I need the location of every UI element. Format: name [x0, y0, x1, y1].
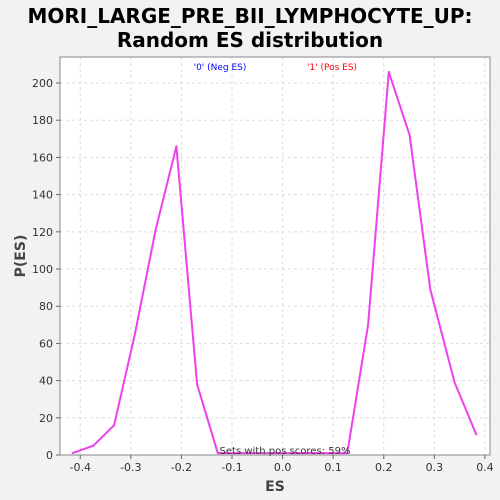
x-tick-label: 0.3 [426, 461, 444, 474]
data-point [175, 145, 178, 148]
data-point [367, 323, 370, 326]
data-point [133, 333, 136, 336]
y-tick-label: 120 [32, 226, 53, 239]
y-tick-label: 80 [39, 300, 53, 313]
y-tick-label: 180 [32, 114, 53, 127]
data-point [429, 288, 432, 291]
y-tick-label: 100 [32, 263, 53, 276]
data-point [387, 70, 390, 73]
data-point [113, 424, 116, 427]
y-axis-label: P(ES) [13, 235, 29, 278]
y-tick-label: 20 [39, 412, 53, 425]
annotation-pos-scores: Sets with pos scores: 59% [220, 446, 351, 457]
y-tick-label: 40 [39, 375, 53, 388]
data-point [196, 383, 199, 386]
data-point [475, 433, 478, 436]
plot-background [60, 57, 490, 455]
legend-entry: '1' (Pos ES) [307, 63, 357, 73]
x-tick-label: 0.1 [324, 461, 342, 474]
data-point [154, 228, 157, 231]
y-tick-label: 140 [32, 189, 53, 202]
data-point [453, 381, 456, 384]
x-axis-label: ES [265, 479, 285, 495]
data-point [71, 452, 74, 455]
y-tick-label: 200 [32, 77, 53, 90]
x-tick-label: 0.0 [274, 461, 292, 474]
data-point [346, 452, 349, 455]
data-point [408, 134, 411, 137]
x-tick-label: -0.3 [120, 461, 141, 474]
chart-title-line-1: MORI_LARGE_PRE_BII_LYMPHOCYTE_UP: [27, 4, 473, 28]
plot-frame [59, 56, 491, 456]
y-tick-label: 60 [39, 337, 53, 350]
x-tick-label: 0.2 [375, 461, 393, 474]
x-tick-label: -0.2 [171, 461, 192, 474]
y-tick-label: 0 [46, 449, 53, 462]
x-tick-label: -0.1 [221, 461, 242, 474]
chart-title-line-2: Random ES distribution [116, 28, 384, 52]
y-tick-label: 160 [32, 151, 53, 164]
legend-entry: '0' (Neg ES) [194, 63, 247, 73]
x-tick-label: 0.4 [476, 461, 494, 474]
data-point [92, 444, 95, 447]
x-tick-label: -0.4 [70, 461, 91, 474]
data-point [216, 452, 219, 455]
